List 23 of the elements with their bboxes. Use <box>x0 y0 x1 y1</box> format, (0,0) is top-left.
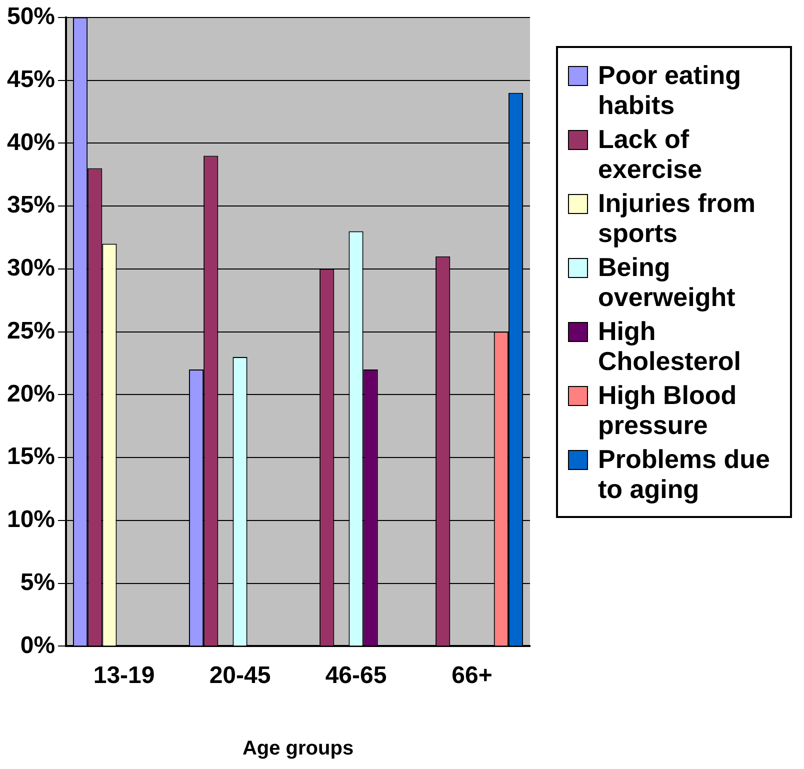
legend-label: Lack of exercise <box>598 124 704 184</box>
legend-label: Being overweight <box>598 252 736 312</box>
y-tick-label: 20% <box>6 380 56 408</box>
legend-label: Poor eating habits <box>598 60 742 120</box>
y-tick-label: 5% <box>20 568 56 596</box>
y-tick-label: 15% <box>6 443 56 470</box>
y-tick-label: 40% <box>6 128 56 156</box>
y-tick-label: 25% <box>6 317 56 344</box>
y-tick-label: 0% <box>20 632 56 659</box>
y-tick-label: 30% <box>6 254 56 282</box>
legend-label: High Cholesterol <box>598 316 742 376</box>
y-tick-label: 35% <box>6 192 56 219</box>
x-tick-label: 66+ <box>452 662 492 690</box>
x-tick-label: 46-65 <box>325 662 387 690</box>
x-tick-label: 20-45 <box>209 662 271 690</box>
legend-label: Problems due to aging <box>598 444 771 504</box>
y-tick-label: 10% <box>6 506 56 534</box>
legend-label: High Blood pressure <box>598 380 738 440</box>
y-tick-label: 50% <box>6 3 56 30</box>
x-tick-label: 13-19 <box>93 662 155 690</box>
legend-label: Injuries from sports <box>598 188 756 248</box>
x-axis-title: Age groups <box>242 738 354 760</box>
y-tick-label: 45% <box>6 66 56 93</box>
